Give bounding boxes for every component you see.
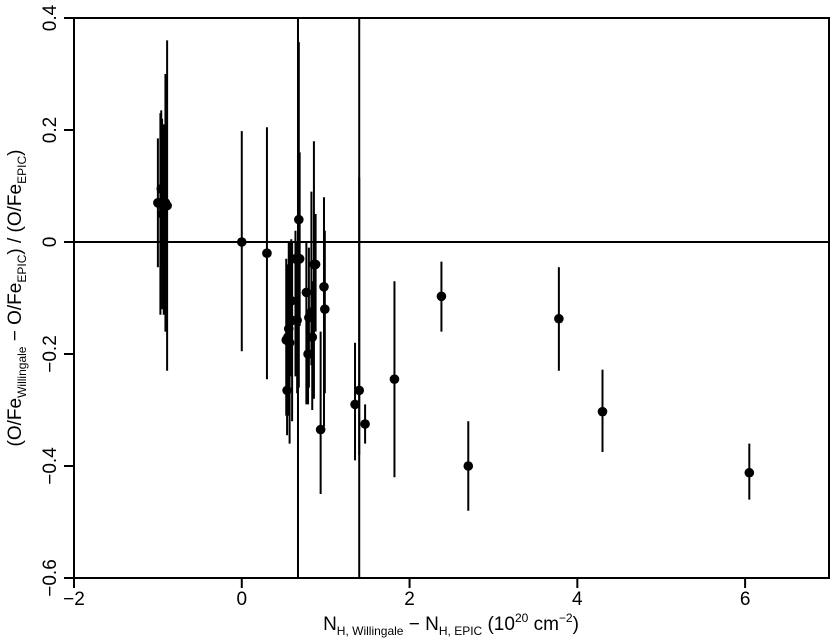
data-point — [310, 259, 321, 270]
data-point — [282, 385, 292, 396]
data-point — [350, 399, 360, 410]
y-tick-label: 0.2 — [40, 117, 61, 143]
data-point — [292, 315, 302, 326]
y-tick-label: −0.2 — [40, 335, 61, 373]
data-point — [319, 282, 329, 292]
data-point — [262, 248, 272, 258]
y-tick-label: −0.4 — [40, 447, 61, 485]
data-point — [236, 237, 247, 247]
data-point — [283, 324, 294, 334]
x-tick-label: 4 — [572, 589, 583, 610]
y-tick-label: 0.4 — [40, 4, 61, 31]
data-point — [301, 287, 312, 298]
x-tick-label: 2 — [404, 589, 415, 610]
data-point — [315, 424, 326, 435]
data-point — [162, 200, 172, 211]
data-point — [306, 307, 317, 317]
data-point — [307, 332, 318, 343]
plot-area — [74, 18, 829, 578]
x-tick-label: 6 — [740, 589, 751, 610]
axis-ticks: −2 0 2 4 6 −0.6 −0.4 −0.2 0 0.2 0.4 — [40, 4, 750, 610]
y-tick-label: −0.6 — [40, 559, 61, 597]
data-point — [294, 214, 304, 225]
data-point — [284, 338, 295, 348]
data-point — [303, 349, 313, 359]
data-point — [354, 385, 365, 396]
data-point — [320, 304, 330, 315]
plot-frame — [73, 17, 830, 579]
x-tick-label: −2 — [63, 589, 85, 610]
data-point — [360, 419, 370, 429]
x-tick-label: 0 — [236, 589, 247, 610]
data-point — [286, 296, 297, 306]
data-point — [554, 313, 564, 324]
data-point — [436, 291, 447, 302]
data-point — [294, 253, 305, 264]
data-point — [463, 461, 474, 471]
y-axis-label: (O/FeWillingale − O/FeEPIC) / (O/FeEPIC) — [5, 150, 29, 447]
x-axis-label: NH, Willingale − NH, EPIC (1020 cm−2) — [323, 611, 579, 638]
data-point — [389, 374, 400, 385]
data-point — [744, 467, 755, 478]
data-point — [597, 406, 608, 417]
data-point — [156, 184, 167, 194]
y-tick-label: 0 — [40, 237, 61, 248]
